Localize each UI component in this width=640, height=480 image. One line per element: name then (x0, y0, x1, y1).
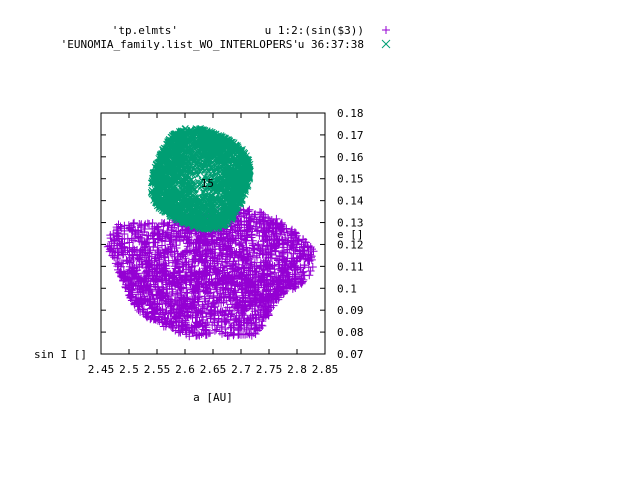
x-tick-label: 2.55 (144, 363, 171, 376)
legend-using-1: u 1:2:(sin($3)) (265, 24, 364, 37)
y-tick-label: 0.12 (337, 238, 364, 251)
y-tick-label: 0.16 (337, 151, 364, 164)
x-tick-label: 2.85 (312, 363, 339, 376)
x-tick-label: 2.8 (287, 363, 307, 376)
x-tick-label: 2.75 (256, 363, 283, 376)
legend-marker-2 (381, 39, 391, 49)
legend-using-2: u 36:37:38 (298, 38, 364, 51)
series-tp-elmts-points (103, 205, 318, 341)
x-tick-label: 2.45 (88, 363, 115, 376)
x-tick-label: 2.5 (119, 363, 139, 376)
y-tick-label: 0.1 (337, 282, 357, 295)
y-axis-label-right: e [] (337, 228, 364, 241)
legend-label-2: 'EUNOMIA_family.list_WO_INTERLOPERS' (61, 38, 299, 51)
x-tick-label: 2.6 (175, 363, 195, 376)
y-tick-label: 0.14 (337, 195, 364, 208)
legend-label-1: 'tp.elmts' (112, 24, 178, 37)
x-axis-label: a [AU] (193, 391, 233, 404)
y-tick-label: 0.18 (337, 107, 364, 120)
x-tick-label: 2.65 (200, 363, 227, 376)
y-tick-label: 0.17 (337, 129, 364, 142)
x-axis-ticks: 2.45 2.5 2.55 2.6 2.65 2.7 2.75 2.8 2.85 (88, 113, 339, 376)
x-tick-label: 2.7 (231, 363, 251, 376)
series-eunomia-points (147, 125, 254, 233)
tp-elmts-point-cloud (103, 205, 318, 341)
eunomia-point-cloud (147, 125, 254, 233)
y-tick-label: 0.15 (337, 173, 364, 186)
annotation-15: 15 (201, 177, 214, 190)
y-tick-label: 0.09 (337, 304, 364, 317)
y-axis-label-left: sin I [] (34, 348, 87, 361)
legend-marker-1 (382, 26, 390, 34)
y-tick-label: 0.08 (337, 326, 364, 339)
y-tick-label: 0.11 (337, 260, 364, 273)
y-tick-label: 0.07 (337, 348, 364, 361)
y-tick-label: 0.13 (337, 217, 364, 230)
y-axis-ticks: 0.07 0.08 0.09 0.1 0.11 0.12 0.13 0.14 0.15 0.16 0… (101, 107, 364, 361)
legend: 'tp.elmts' u 1:2:(sin($3)) 'EUNOMIA_fami… (61, 24, 391, 51)
